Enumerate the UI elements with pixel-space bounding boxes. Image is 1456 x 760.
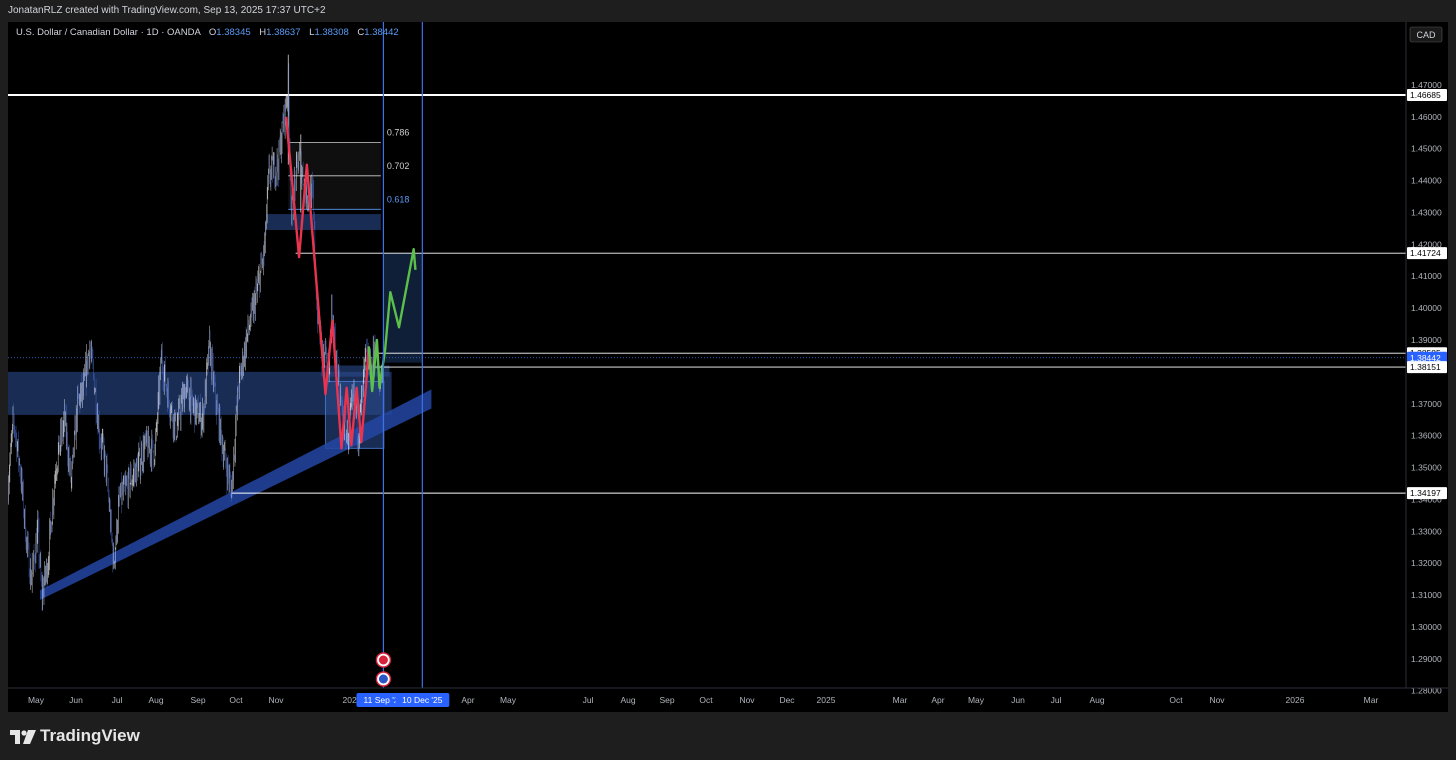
x-tick-17: Dec bbox=[779, 695, 795, 705]
x-tick-18: 2025 bbox=[817, 695, 836, 705]
vlines-layer bbox=[382, 22, 423, 688]
y-tick-1.36000: 1.36000 bbox=[1411, 431, 1442, 441]
x-tick-4: Sep bbox=[190, 695, 205, 705]
x-tick-15: Oct bbox=[699, 695, 713, 705]
price-label-1.38151: 1.38151 bbox=[1410, 362, 1441, 372]
close-value: 1.38442 bbox=[364, 27, 399, 38]
x-tick-3: Aug bbox=[148, 695, 163, 705]
x-tick-14: Sep bbox=[659, 695, 674, 705]
y-tick-1.28000: 1.28000 bbox=[1411, 686, 1442, 696]
low-value: 1.38308 bbox=[314, 27, 349, 38]
currency-box bbox=[1409, 26, 1443, 43]
y-tick-1.33000: 1.33000 bbox=[1411, 526, 1442, 536]
x-tick-28: Mar bbox=[1364, 695, 1379, 705]
x-date-label-1: 10 Dec '25 bbox=[402, 695, 443, 705]
price-label-1.46685: 1.46685 bbox=[1410, 90, 1441, 100]
footer-bar bbox=[0, 712, 1456, 760]
low-label: L bbox=[309, 27, 315, 38]
high-label: H bbox=[259, 27, 267, 38]
x-tick-20: Apr bbox=[931, 695, 944, 705]
header-bar: JonatanRLZ created with TradingView.com,… bbox=[0, 0, 1456, 22]
close-label: C bbox=[357, 27, 365, 38]
y-tick-1.41000: 1.41000 bbox=[1411, 271, 1442, 281]
zone-1 bbox=[266, 214, 381, 231]
y-tick-1.34000: 1.34000 bbox=[1411, 494, 1442, 504]
x-tick-1: Jun bbox=[69, 695, 83, 705]
time-axis[interactable]: MayJunJulAugSepOctNov2024FebMarAprMayJul… bbox=[8, 687, 1448, 707]
y-tick-1.43000: 1.43000 bbox=[1411, 207, 1442, 217]
x-tick-12: Jul bbox=[583, 695, 594, 705]
price-label-bg-1.34197 bbox=[1407, 487, 1447, 500]
price-chart[interactable]: 0.786 0.702 0.618 CAD 1.47000 1.46000 1.45000… bbox=[8, 22, 1448, 712]
fib-label-0.786: 0.786 bbox=[387, 127, 410, 137]
x-tick-21: May bbox=[968, 695, 985, 705]
x-tick-7: 2024 bbox=[343, 695, 362, 705]
x-tick-26: Nov bbox=[1209, 695, 1225, 705]
y-tick-1.37000: 1.37000 bbox=[1411, 399, 1442, 409]
price-label-bg-1.38151 bbox=[1407, 361, 1447, 374]
x-tick-27: 2026 bbox=[1286, 695, 1305, 705]
price-label-1.38442: 1.38442 bbox=[1410, 353, 1441, 363]
tradingview-logo[interactable]: TradingView bbox=[10, 726, 140, 746]
y-tick-1.31000: 1.31000 bbox=[1411, 590, 1442, 600]
candles-layer bbox=[8, 54, 384, 612]
zone-2 bbox=[321, 365, 390, 377]
x-tick-24: Aug bbox=[1089, 695, 1104, 705]
y-tick-1.44000: 1.44000 bbox=[1411, 176, 1442, 186]
x-tick-22: Jun bbox=[1011, 695, 1025, 705]
price-label-1.34197: 1.34197 bbox=[1410, 488, 1441, 498]
fib-label-0.702: 0.702 bbox=[387, 161, 410, 171]
y-tick-1.32000: 1.32000 bbox=[1411, 558, 1442, 568]
brand-text: TradingView bbox=[40, 726, 140, 745]
y-tick-1.35000: 1.35000 bbox=[1411, 463, 1442, 473]
y-tick-1.30000: 1.30000 bbox=[1411, 622, 1442, 632]
currency-label: CAD bbox=[1416, 30, 1436, 40]
red-path bbox=[284, 116, 370, 450]
open-label: O bbox=[208, 27, 217, 38]
y-tick-1.42000: 1.42000 bbox=[1411, 239, 1442, 249]
fib-label-0.618: 0.618 bbox=[387, 194, 410, 204]
x-tick-13: Aug bbox=[620, 695, 635, 705]
green-path bbox=[367, 247, 417, 393]
tradingview-logo-icon bbox=[10, 729, 36, 744]
x-tick-11: May bbox=[500, 695, 517, 705]
y-tick-1.46000: 1.46000 bbox=[1411, 112, 1442, 122]
projection-layer bbox=[284, 116, 417, 450]
x-tick-19: Mar bbox=[893, 695, 908, 705]
high-value: 1.38637 bbox=[266, 27, 301, 38]
events-layer bbox=[375, 652, 392, 687]
event-flag-inner-1 bbox=[378, 674, 388, 684]
y-tick-1.40000: 1.40000 bbox=[1411, 303, 1442, 313]
header-credit: JonatanRLZ created with TradingView.com,… bbox=[8, 5, 326, 16]
y-tick-1.29000: 1.29000 bbox=[1411, 654, 1442, 664]
y-tick-1.47000: 1.47000 bbox=[1411, 80, 1442, 90]
x-tick-6: Nov bbox=[268, 695, 284, 705]
price-label-bg-1.46685 bbox=[1407, 89, 1447, 101]
x-tick-16: Nov bbox=[739, 695, 755, 705]
price-label-bg-1.38442 bbox=[1407, 351, 1447, 364]
x-tick-25: Oct bbox=[1169, 695, 1183, 705]
event-flag-inner-0 bbox=[378, 655, 388, 665]
fib-band-0 bbox=[288, 142, 381, 176]
price-label-bg-1.41724 bbox=[1407, 247, 1447, 260]
x-tick-0: May bbox=[28, 695, 45, 705]
x-date-label-0: 11 Sep '25 bbox=[364, 695, 404, 705]
x-tick-23: Jul bbox=[1051, 695, 1062, 705]
trend-channel-layer bbox=[40, 389, 432, 600]
price-axis[interactable]: CAD 1.47000 1.46000 1.45000 1.44000 1.43000 1.… bbox=[1405, 22, 1447, 696]
symbol-name: U.S. Dollar / Canadian Dollar · 1D · OAN… bbox=[16, 27, 201, 38]
y-tick-1.45000: 1.45000 bbox=[1411, 144, 1442, 154]
symbol-legend: U.S. Dollar / Canadian Dollar · 1D · OAN… bbox=[16, 27, 399, 38]
trend-channel bbox=[40, 389, 432, 600]
price-label-1.41724: 1.41724 bbox=[1410, 248, 1441, 258]
x-tick-5: Oct bbox=[229, 695, 243, 705]
x-tick-10: Apr bbox=[461, 695, 474, 705]
open-value: 1.38345 bbox=[216, 27, 251, 38]
x-tick-2: Jul bbox=[112, 695, 123, 705]
y-tick-1.39000: 1.39000 bbox=[1411, 335, 1442, 345]
x-date-bg-1 bbox=[395, 693, 450, 707]
